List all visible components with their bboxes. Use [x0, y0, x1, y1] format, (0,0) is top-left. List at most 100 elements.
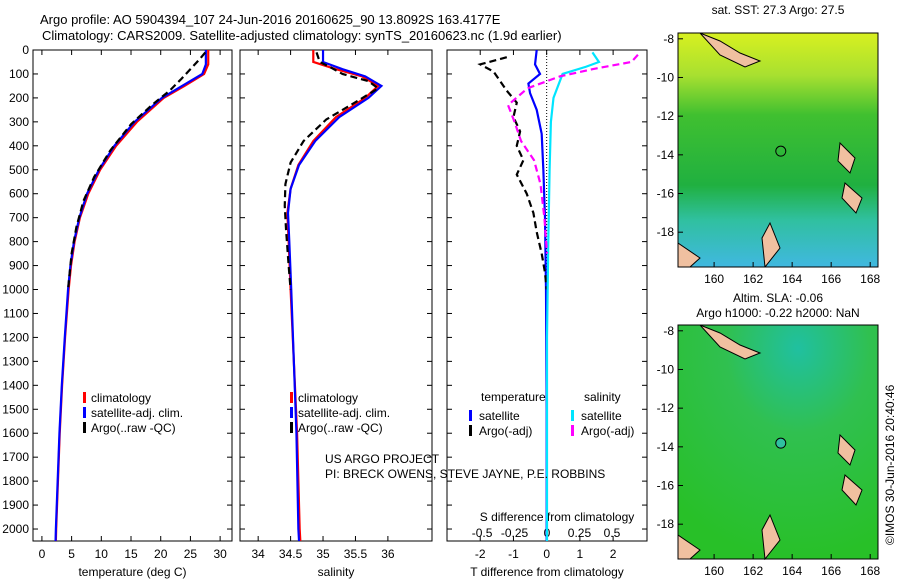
y-tick-label: 2000 — [2, 522, 29, 536]
x-tick-label: 160 — [704, 272, 724, 286]
legend-swatch — [290, 407, 293, 418]
legend-label: climatology — [91, 391, 151, 405]
island — [699, 33, 762, 68]
legend-swatch — [469, 410, 472, 421]
x-tick-label: 15 — [124, 547, 138, 561]
legend-header: salinity — [584, 390, 621, 404]
legend-swatch — [83, 407, 86, 418]
y-tick-label: 500 — [9, 163, 29, 177]
series-line-s-satellite — [545, 51, 601, 541]
series-line-satellite-adj-clim- — [286, 50, 384, 542]
y-tick-label: -18 — [657, 517, 675, 531]
x-tick-label: 1 — [577, 547, 584, 561]
map-title: Altim. SLA: -0.06 — [733, 291, 823, 305]
x-tick-label: 20 — [154, 547, 168, 561]
x-tick-label: 164 — [782, 272, 802, 286]
x-tick-label: 168 — [860, 564, 880, 578]
legend-label: Argo(-adj) — [581, 424, 634, 438]
x-axis-label: salinity — [318, 565, 355, 579]
x-tick-label: 164 — [782, 564, 802, 578]
y-tick-label: -18 — [657, 225, 675, 239]
x-tick-label: 36 — [381, 547, 395, 561]
x-tick-label: 34 — [251, 547, 265, 561]
x-tick-label: 160 — [704, 564, 724, 578]
x-tick-label: 166 — [821, 564, 841, 578]
legend-swatch — [290, 422, 293, 433]
y-tick-label: 1500 — [2, 402, 29, 416]
series-line-argo-raw-qc- — [283, 52, 381, 290]
x-tick-label: 34.5 — [279, 547, 303, 561]
y-tick-label: 1400 — [2, 378, 29, 392]
legend-swatch — [571, 425, 574, 436]
x-tick-label: 168 — [860, 272, 880, 286]
y-tick-label: 1000 — [2, 283, 29, 297]
argo-position-marker — [775, 437, 787, 449]
coastlines — [678, 33, 863, 267]
island — [837, 433, 856, 466]
sst-map-frame — [677, 32, 879, 268]
y-tick-label: 100 — [9, 67, 29, 81]
y-tick-label: 300 — [9, 115, 29, 129]
y-tick-label: -10 — [657, 70, 675, 84]
x-tick-label: 166 — [821, 272, 841, 286]
x2-tick-label: 0.5 — [604, 526, 621, 540]
legend-label: climatology — [298, 391, 358, 405]
legend-label: satellite — [479, 409, 520, 423]
y-tick-label: 1100 — [3, 306, 29, 320]
y-tick-label: -14 — [657, 148, 675, 162]
legend-label: satellite-adj. clim. — [91, 406, 183, 420]
legend-swatch — [469, 425, 472, 436]
x-tick-label: 5 — [68, 547, 75, 561]
x-tick-label: 0 — [39, 547, 46, 561]
island — [761, 221, 781, 267]
y-tick-label: -8 — [663, 32, 674, 46]
series-line-argo-raw-qc- — [66, 51, 207, 290]
salinity-plot-frame — [239, 49, 433, 542]
x2-tick-label: -0.25 — [501, 526, 529, 540]
island — [837, 141, 856, 174]
x2-tick-label: 0.25 — [568, 526, 592, 540]
legend-swatch — [571, 410, 574, 421]
x-tick-label: -2 — [475, 547, 486, 561]
figure-title-line2: Climatology: CARS2009. Satellite-adjuste… — [42, 28, 562, 43]
y-tick-label: 600 — [9, 187, 29, 201]
series-line-s-argo-adj- — [506, 54, 639, 254]
x-axis-label: temperature (deg C) — [78, 565, 186, 579]
legend-swatch — [83, 392, 86, 403]
y-tick-label: 200 — [9, 91, 29, 105]
legend-header: temperature — [481, 390, 546, 404]
island — [841, 474, 863, 506]
y-tick-label: 900 — [9, 259, 29, 273]
y-tick-label: 1600 — [2, 426, 29, 440]
x-tick-label: 162 — [743, 564, 763, 578]
legend-swatch — [83, 422, 86, 433]
island — [678, 242, 701, 267]
x-tick-label: 162 — [743, 272, 763, 286]
legend-swatch — [290, 392, 293, 403]
temperature-plot-frame — [32, 49, 233, 542]
island — [699, 325, 762, 360]
map-title: Argo h1000: -0.22 h2000: NaN — [696, 306, 859, 320]
x-tick-label: -1 — [508, 547, 519, 561]
y-tick-label: 1300 — [2, 354, 29, 368]
credit-project: US ARGO PROJECT — [325, 452, 440, 466]
island — [841, 182, 863, 214]
imos-stamp: ©IMOS 30-Jun-2016 20:40:46 — [883, 384, 897, 545]
legend-label: Argo(-adj) — [479, 424, 532, 438]
x2-tick-label: -0.5 — [472, 526, 493, 540]
x-tick-label: 30 — [213, 547, 227, 561]
sla-map-frame — [677, 324, 879, 560]
coastlines — [678, 325, 863, 560]
y-tick-label: -14 — [657, 440, 675, 454]
legend-label: satellite — [581, 409, 622, 423]
x-axis-label: T difference from climatology — [470, 565, 624, 579]
x-tick-label: 25 — [184, 547, 198, 561]
y-tick-label: -10 — [657, 362, 675, 376]
x2-axis-label: S difference from climatology — [480, 510, 635, 524]
y-tick-label: -12 — [657, 109, 675, 123]
argo-position-marker — [775, 145, 787, 157]
figure-title-line1: Argo profile: AO 5904394_107 24-Jun-2016… — [40, 12, 501, 27]
x-tick-label: 10 — [95, 547, 109, 561]
